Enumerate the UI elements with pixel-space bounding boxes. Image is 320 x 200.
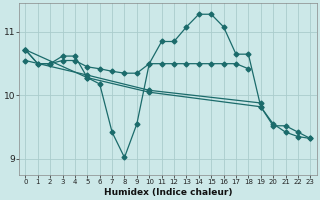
X-axis label: Humidex (Indice chaleur): Humidex (Indice chaleur) bbox=[104, 188, 232, 197]
